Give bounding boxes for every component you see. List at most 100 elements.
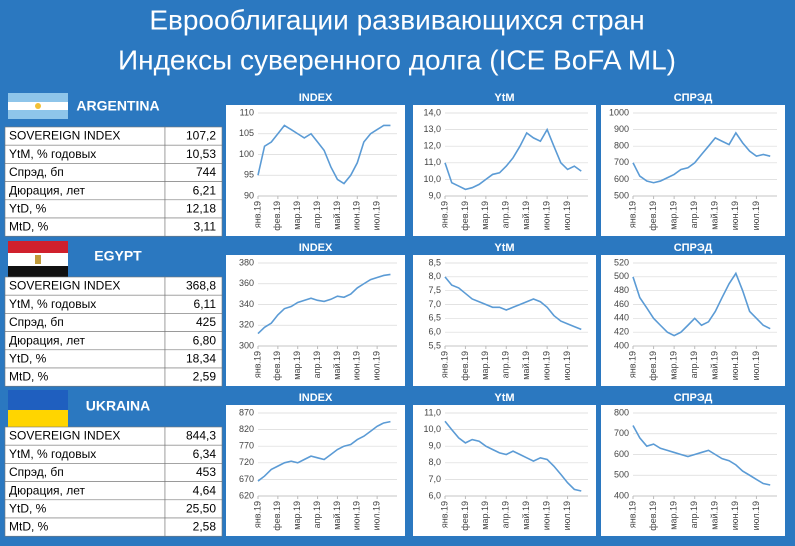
chart-panel bbox=[413, 405, 596, 536]
row-label: Спрэд, бп bbox=[9, 465, 64, 479]
row-label: SOVEREIGN INDEX bbox=[9, 429, 120, 443]
y-tick-label: 14,0 bbox=[423, 107, 441, 117]
y-tick-label: 900 bbox=[614, 124, 629, 134]
x-tick-label: май.19 bbox=[332, 501, 342, 530]
x-tick-label: апр.19 bbox=[689, 351, 699, 378]
y-tick-label: 340 bbox=[239, 299, 254, 309]
x-tick-label: май.19 bbox=[332, 201, 342, 230]
table-cell bbox=[164, 217, 223, 237]
row-value: 425 bbox=[196, 315, 216, 329]
x-tick-label: июл.19 bbox=[562, 501, 572, 530]
y-tick-label: 620 bbox=[239, 490, 254, 500]
x-tick-label: июн.19 bbox=[542, 201, 552, 230]
x-tick-label: июн.19 bbox=[352, 201, 362, 230]
row-label: YtD, % bbox=[9, 201, 47, 215]
row-label: Дюрация, лет bbox=[9, 333, 85, 347]
row-value: 6,80 bbox=[193, 333, 217, 347]
series-line bbox=[632, 131, 771, 184]
country-name: EGYPT bbox=[94, 248, 142, 264]
y-tick-label: 820 bbox=[239, 424, 254, 434]
x-tick-label: янв.19 bbox=[439, 351, 449, 378]
y-tick-label: 460 bbox=[614, 299, 629, 309]
y-tick-label: 500 bbox=[614, 190, 629, 200]
x-tick-label: апр.19 bbox=[501, 351, 511, 378]
x-tick-label: апр.19 bbox=[501, 201, 511, 228]
x-tick-label: май.19 bbox=[332, 351, 342, 380]
chart-title: YtM bbox=[494, 392, 514, 404]
x-tick-label: фев.19 bbox=[648, 351, 658, 381]
y-tick-label: 380 bbox=[239, 257, 254, 267]
row-label: SOVEREIGN INDEX bbox=[9, 279, 120, 293]
y-tick-label: 720 bbox=[239, 457, 254, 467]
chart-panel bbox=[601, 105, 785, 236]
title-line: Еврооблигации развивающихся стран bbox=[149, 4, 644, 35]
row-value: 25,50 bbox=[186, 501, 216, 515]
series-line bbox=[257, 420, 391, 482]
y-tick-label: 7,0 bbox=[428, 474, 441, 484]
x-tick-label: фев.19 bbox=[648, 501, 658, 531]
y-tick-label: 480 bbox=[614, 285, 629, 295]
x-tick-label: май.19 bbox=[521, 201, 531, 230]
y-tick-label: 8,5 bbox=[428, 257, 441, 267]
row-value: 6,34 bbox=[193, 447, 217, 461]
row-label: YtD, % bbox=[9, 501, 47, 515]
row-value: 4,64 bbox=[193, 483, 217, 497]
y-tick-label: 800 bbox=[614, 141, 629, 151]
x-tick-label: июн.19 bbox=[542, 351, 552, 380]
row-label: YtD, % bbox=[9, 351, 47, 365]
row-value: 3,11 bbox=[194, 220, 217, 234]
x-tick-label: июл.19 bbox=[372, 201, 382, 230]
x-tick-label: июл.19 bbox=[751, 501, 761, 530]
y-tick-label: 90 bbox=[244, 190, 254, 200]
row-label: YtM, % годовых bbox=[9, 297, 96, 311]
y-tick-label: 400 bbox=[614, 490, 629, 500]
y-tick-label: 800 bbox=[614, 407, 629, 417]
chart-panel bbox=[226, 105, 405, 236]
y-tick-label: 870 bbox=[239, 407, 254, 417]
x-tick-label: апр.19 bbox=[501, 501, 511, 528]
x-tick-label: июл.19 bbox=[751, 201, 761, 230]
x-tick-label: мар.19 bbox=[292, 501, 302, 530]
y-tick-label: 700 bbox=[614, 157, 629, 167]
row-value: 368,8 bbox=[186, 279, 216, 293]
y-tick-label: 7,0 bbox=[428, 299, 441, 309]
chart-panel bbox=[226, 255, 405, 386]
row-label: YtM, % годовых bbox=[9, 147, 96, 161]
x-tick-label: апр.19 bbox=[689, 201, 699, 228]
x-tick-label: июл.19 bbox=[372, 501, 382, 530]
table-cell bbox=[164, 367, 223, 387]
chart-title: СПРЭД bbox=[674, 392, 713, 404]
series-line bbox=[444, 276, 582, 331]
y-tick-label: 360 bbox=[239, 278, 254, 288]
y-tick-label: 500 bbox=[614, 470, 629, 480]
row-value: 18,34 bbox=[186, 351, 216, 365]
x-tick-label: янв.19 bbox=[627, 201, 637, 228]
y-tick-label: 100 bbox=[239, 149, 254, 159]
x-tick-label: янв.19 bbox=[252, 351, 262, 378]
x-tick-label: янв.19 bbox=[439, 201, 449, 228]
x-tick-label: июл.19 bbox=[562, 201, 572, 230]
x-tick-label: июл.19 bbox=[562, 351, 572, 380]
y-tick-label: 400 bbox=[614, 340, 629, 350]
x-tick-label: мар.19 bbox=[669, 201, 679, 230]
series-line bbox=[632, 425, 771, 486]
y-tick-label: 700 bbox=[614, 428, 629, 438]
x-tick-label: мар.19 bbox=[669, 351, 679, 380]
y-tick-label: 11,0 bbox=[424, 407, 441, 417]
x-tick-label: май.19 bbox=[521, 351, 531, 380]
y-tick-label: 110 bbox=[240, 107, 254, 117]
x-tick-label: янв.19 bbox=[252, 201, 262, 228]
series-line bbox=[444, 420, 582, 492]
chart-title: INDEX bbox=[299, 242, 333, 254]
row-label: Дюрация, лет bbox=[9, 483, 85, 497]
y-tick-label: 10,0 bbox=[423, 424, 441, 434]
y-tick-label: 770 bbox=[239, 441, 254, 451]
y-tick-label: 420 bbox=[614, 327, 629, 337]
row-label: Спрэд, бп bbox=[9, 315, 64, 329]
row-value: 6,11 bbox=[194, 297, 217, 311]
row-value: 2,58 bbox=[193, 520, 217, 534]
flag-ukraine bbox=[8, 390, 68, 430]
country-name: UKRAINA bbox=[86, 398, 151, 414]
row-value: 12,18 bbox=[186, 201, 216, 215]
y-tick-label: 600 bbox=[614, 174, 629, 184]
